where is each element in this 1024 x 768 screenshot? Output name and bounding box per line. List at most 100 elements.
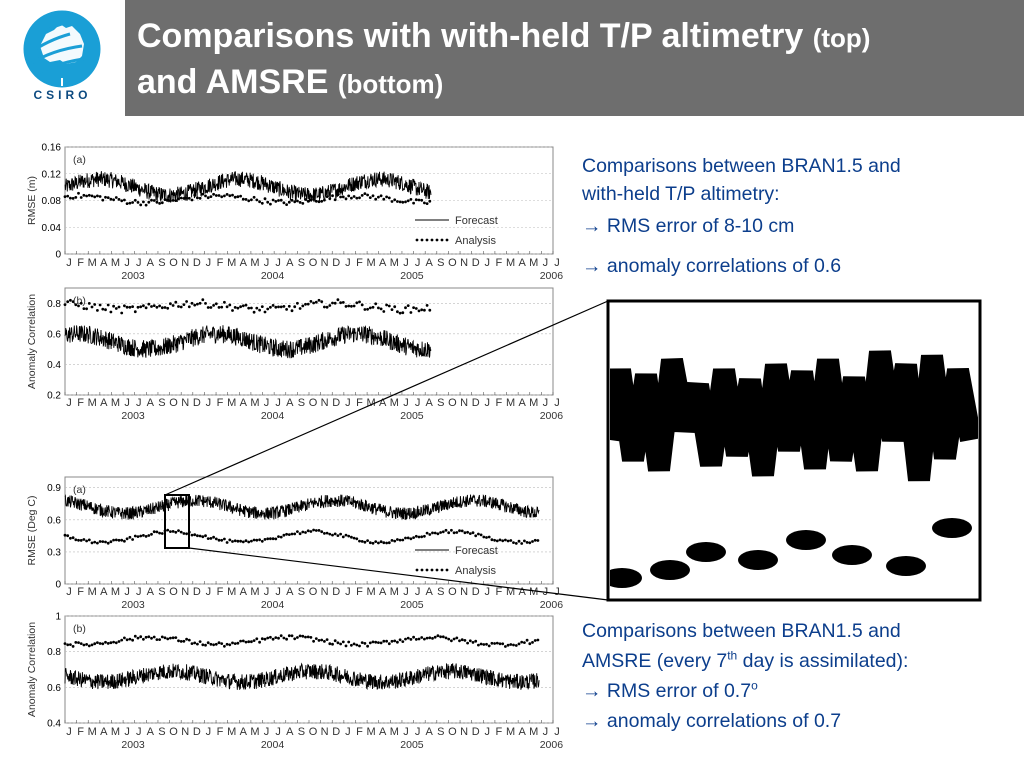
zoom-forecast-line	[610, 350, 978, 482]
series-analysis-point	[90, 541, 94, 545]
series-analysis-point	[79, 301, 83, 305]
series-analysis-point	[512, 541, 515, 544]
series-analysis-point	[112, 198, 115, 202]
series-analysis-point	[114, 538, 118, 542]
chart-panel-1: 00.040.080.120.16J F M A M J J A S O N D J F M A M J J A S O N…	[26, 143, 563, 283]
series-analysis-point	[328, 197, 332, 201]
series-analysis-point	[196, 302, 199, 306]
series-analysis-point	[277, 636, 280, 640]
series-analysis-point	[447, 531, 451, 535]
series-analysis-point	[479, 533, 483, 537]
x-tick-label: A	[379, 397, 387, 409]
series-analysis-point	[177, 197, 180, 201]
series-analysis-point	[314, 637, 318, 640]
series-analysis-point	[231, 641, 234, 645]
x-tick-label: F	[496, 397, 503, 409]
bottom-text-line1: Comparisons between BRAN1.5 and	[582, 620, 901, 642]
zoom-analysis-point	[832, 545, 872, 565]
series-analysis-point	[368, 541, 372, 545]
series-analysis-point	[304, 635, 307, 639]
series-analysis-point	[528, 541, 532, 545]
series-analysis-point	[417, 535, 421, 539]
series-analysis-point	[290, 198, 294, 202]
year-label: 2005	[400, 599, 424, 611]
year-label: 2005	[400, 410, 424, 422]
series-analysis-point	[233, 195, 237, 199]
series-analysis-point	[63, 303, 67, 306]
x-tick-label: J	[206, 586, 212, 598]
x-tick-label: M	[506, 257, 515, 269]
series-analysis-point	[450, 528, 453, 532]
series-analysis-point	[409, 311, 413, 314]
series-analysis-point	[312, 198, 315, 201]
series-analysis-point	[477, 643, 480, 647]
series-analysis-point	[169, 636, 172, 640]
series-analysis-point	[350, 643, 353, 647]
series-analysis-point	[255, 637, 259, 641]
legend-analysis-label: Analysis	[455, 565, 496, 577]
series-analysis-point	[255, 306, 259, 310]
x-tick-label: S	[298, 726, 305, 738]
series-analysis-point	[196, 196, 199, 200]
series-forecast-line	[64, 325, 432, 359]
x-tick-label: M	[506, 586, 515, 598]
series-analysis-point	[309, 530, 313, 533]
series-analysis-point	[277, 199, 280, 202]
x-tick-label: M	[367, 726, 376, 738]
series-analysis-point	[382, 197, 386, 201]
series-analysis-point	[152, 635, 156, 639]
series-analysis-point	[393, 198, 397, 202]
x-tick-label: S	[158, 257, 165, 269]
series-analysis-point	[190, 533, 194, 537]
series-analysis-point	[142, 200, 145, 204]
series-analysis-point	[525, 541, 529, 544]
x-tick-label: D	[332, 586, 340, 598]
series-analysis-point	[390, 639, 394, 643]
series-analysis-point	[123, 539, 126, 543]
x-tick-label: M	[88, 257, 97, 269]
series-analysis-point	[293, 637, 297, 641]
series-analysis-point	[136, 535, 140, 538]
series-analysis-point	[223, 644, 226, 648]
series-analysis-point	[333, 532, 337, 536]
series-analysis-point	[341, 195, 345, 199]
series-analysis-point	[269, 305, 272, 309]
x-tick-label: M	[367, 586, 376, 598]
series-analysis-point	[66, 643, 70, 647]
series-analysis-point	[220, 195, 224, 199]
x-tick-label: N	[460, 397, 468, 409]
zoom-analysis-point	[886, 556, 926, 576]
series-analysis-point	[423, 637, 426, 641]
y-tick-label: 1	[55, 612, 61, 623]
series-analysis-point	[71, 197, 75, 200]
series-analysis-point	[393, 639, 397, 643]
series-analysis-point	[63, 533, 67, 537]
series-analysis-point	[187, 305, 191, 309]
x-tick-label: F	[356, 586, 363, 598]
series-analysis-point	[133, 534, 137, 538]
series-forecast-line	[64, 171, 432, 203]
series-analysis-point	[412, 306, 415, 309]
series-analysis-point	[312, 301, 315, 305]
legend-analysis-dot	[445, 238, 449, 242]
series-analysis-point	[125, 638, 129, 642]
x-tick-label: J	[275, 586, 281, 598]
series-analysis-point	[358, 539, 361, 543]
series-analysis-point	[250, 539, 253, 543]
series-analysis-point	[374, 197, 378, 201]
series-analysis-point	[350, 196, 353, 200]
series-analysis-point	[495, 641, 499, 645]
x-tick-label: A	[100, 726, 108, 738]
series-analysis-point	[406, 536, 410, 540]
x-tick-label: J	[264, 726, 270, 738]
series-analysis-point	[93, 540, 97, 544]
series-analysis-point	[347, 304, 351, 308]
series-analysis-point	[244, 539, 248, 543]
series-analysis-point	[414, 534, 418, 538]
x-tick-label: J	[554, 397, 560, 409]
x-tick-label: F	[217, 397, 224, 409]
series-analysis-point	[401, 200, 405, 204]
x-tick-label: M	[88, 397, 97, 409]
y-tick-label: 0.8	[47, 647, 61, 658]
series-analysis-point	[85, 194, 88, 198]
